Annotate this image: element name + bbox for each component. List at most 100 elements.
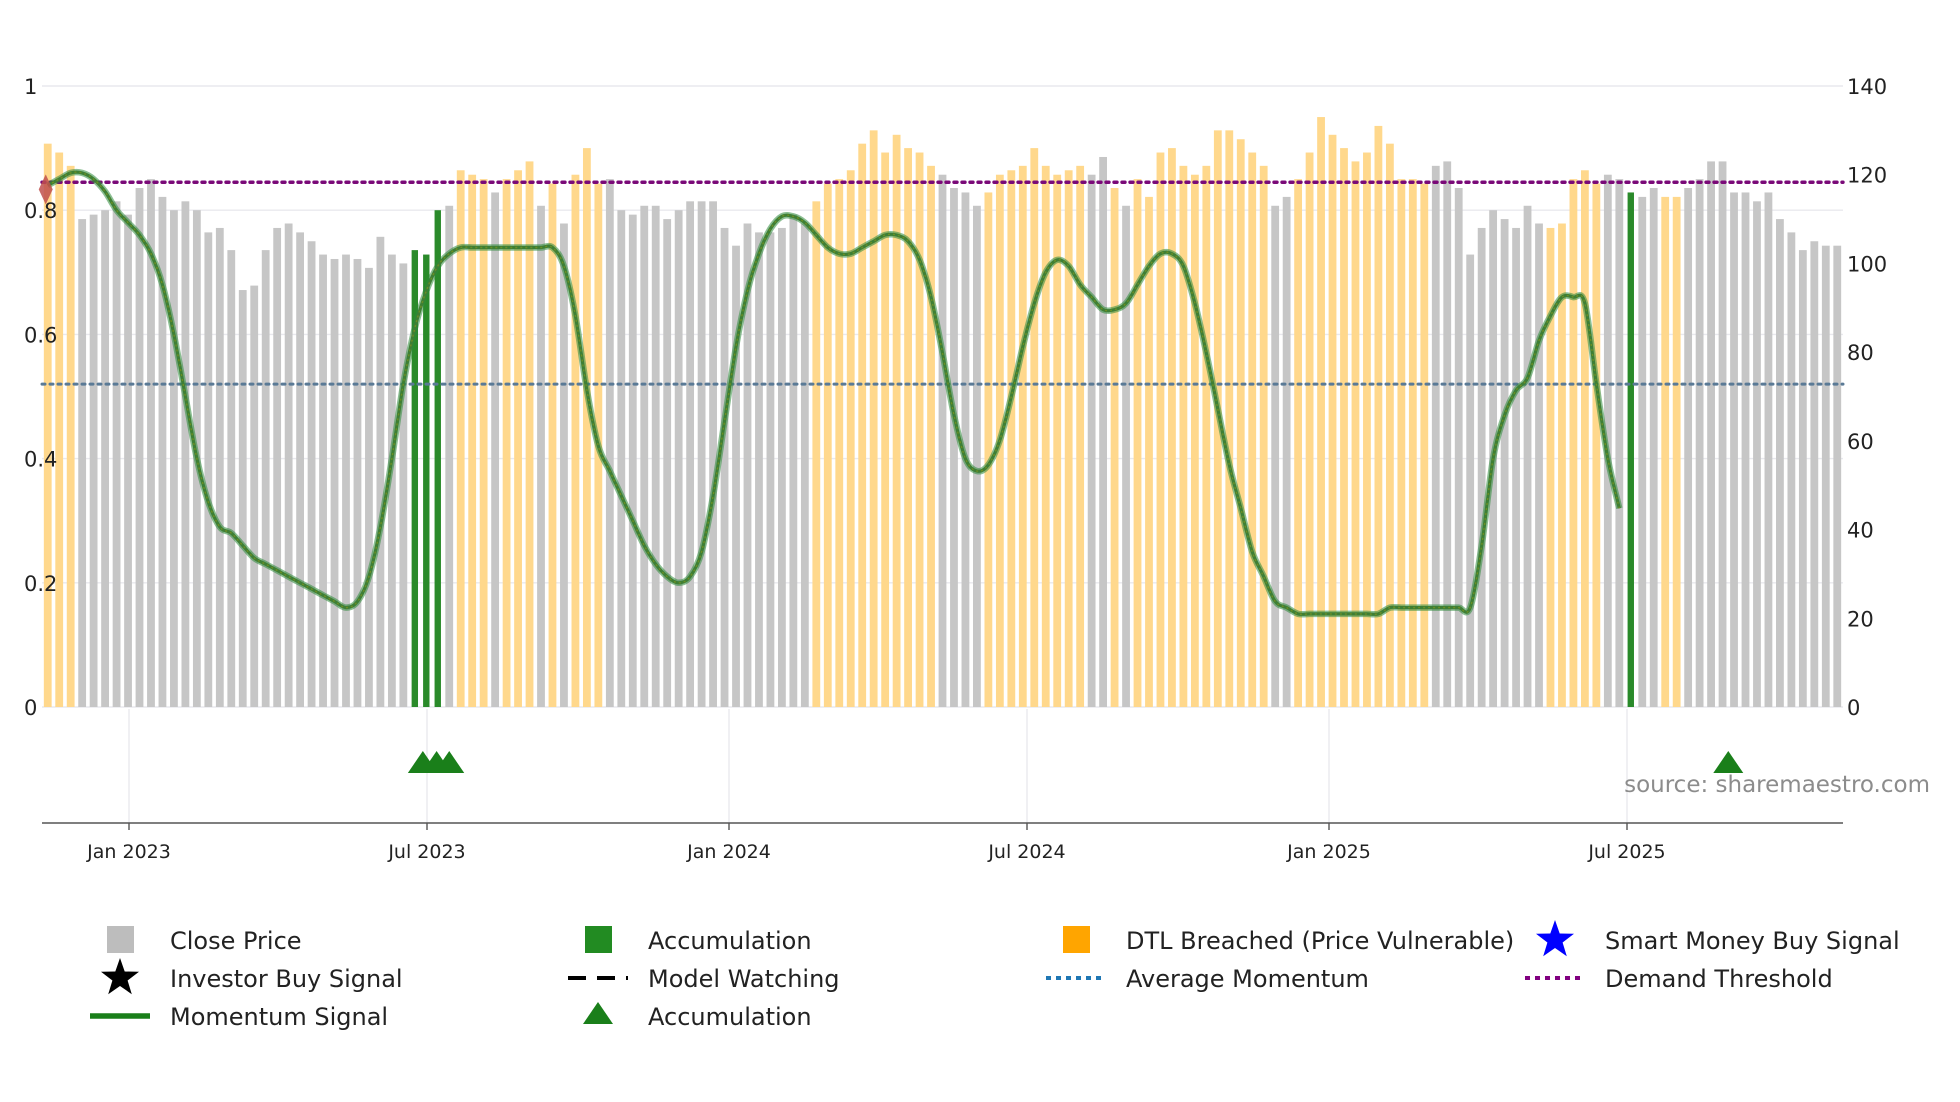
close-price-bar	[1787, 232, 1796, 707]
dtl-breached-bar	[927, 165, 935, 708]
left-tick-label: 0.6	[24, 323, 57, 347]
dtl-breached-bar	[479, 179, 488, 707]
close-price-bar	[755, 232, 763, 707]
legend-item: Investor Buy Signal	[101, 958, 403, 995]
dtl-breached-bar	[582, 148, 591, 708]
dtl-breached-bar	[1661, 196, 1670, 707]
close-price-bar	[1615, 179, 1624, 707]
dtl-breached-bar	[1305, 152, 1314, 708]
close-price-bar	[1477, 227, 1486, 707]
dtl-breached-bar	[1580, 170, 1589, 707]
legend-item: Average Momentum	[1046, 965, 1369, 993]
close-price-bar	[124, 214, 132, 707]
x-tick-label: Jul 2024	[987, 841, 1065, 863]
close-price-bar	[238, 290, 247, 707]
dtl-breached-bar	[1168, 148, 1176, 708]
right-tick-label: 40	[1847, 519, 1874, 543]
dtl-breached-bar	[1374, 125, 1383, 707]
legend-item: Momentum Signal	[90, 1003, 388, 1031]
close-price-bar	[1741, 192, 1750, 707]
smart-money-buy-signal-swatch	[1536, 920, 1574, 957]
legend-label: Investor Buy Signal	[170, 965, 403, 993]
accumulation-bar	[434, 210, 441, 707]
close-price-bar	[399, 263, 408, 707]
close-price-bar	[112, 201, 121, 708]
legend-item: Smart Money Buy Signal	[1536, 920, 1900, 957]
dtl-breached-bar	[1236, 139, 1245, 707]
close-price-bar	[938, 174, 947, 707]
dtl-breached-bar	[43, 143, 52, 707]
right-tick-label: 140	[1847, 75, 1887, 99]
dtl-breached-bar	[1064, 170, 1073, 707]
close-price-bar	[1122, 205, 1130, 707]
dtl-breached-bar	[881, 152, 890, 708]
left-tick-label: 1	[24, 75, 37, 99]
close-price-bar	[158, 196, 167, 707]
close-price-bar	[445, 205, 454, 707]
momentum-layer	[46, 168, 1623, 618]
dtl-breached-bar	[468, 174, 477, 707]
markers-layer	[38, 174, 1744, 773]
momentum-signal-halo	[46, 168, 1623, 618]
close-price-bar	[147, 179, 155, 707]
smart-money-marker	[38, 174, 53, 205]
close-price-bar	[1753, 201, 1761, 708]
dtl-breached-bar	[892, 134, 901, 708]
close-price-bar	[101, 210, 109, 707]
dtl-breached-bar	[812, 201, 821, 708]
dtl-breached-bar	[1294, 179, 1303, 707]
x-tick-label: Jul 2025	[1587, 841, 1665, 863]
close-price-bar	[1695, 179, 1704, 707]
left-tick-label: 0	[24, 696, 37, 720]
close-price-bar	[319, 254, 327, 708]
axes-layer: 0 0.2 0.4 0.6 0.8 1 0 20 40 60 80 100 120 140 Jan 2023…	[24, 75, 1887, 863]
momentum-signal-line	[46, 170, 1621, 616]
dtl-breached-bar	[1340, 148, 1348, 708]
legend-label: Close Price	[170, 927, 302, 955]
close-price-bar	[732, 245, 740, 707]
close-price-bar	[1087, 174, 1096, 707]
right-tick-label: 100	[1847, 252, 1887, 276]
dtl-breached-bar	[571, 174, 580, 707]
legend: Close Price Accumulation DTL Breached (Pri…	[90, 920, 1900, 1031]
accumulation-triangle	[1713, 751, 1744, 773]
close-price-bar	[640, 205, 649, 707]
dtl-breached-bar	[1546, 227, 1555, 707]
accumulation-triangle	[434, 751, 465, 773]
close-price-bar	[686, 201, 695, 708]
right-tick-label: 20	[1847, 607, 1874, 631]
close-price-bar	[617, 210, 626, 707]
dtl-breached-bar	[846, 170, 855, 707]
legend-label: Momentum Signal	[170, 1003, 388, 1031]
close-price-bar	[284, 223, 293, 707]
dtl-breached-bar	[1225, 130, 1234, 707]
close-price-bar	[778, 227, 786, 707]
dtl-breached-bar	[1007, 170, 1016, 707]
dtl-breached-price-vulnerable-swatch	[1063, 926, 1090, 953]
dtl-breached-bar	[1202, 165, 1211, 708]
dtl-breached-bar	[502, 179, 511, 707]
close-price-bar	[89, 214, 98, 707]
dtl-breached-bar	[514, 170, 522, 707]
dtl-breached-bar	[1248, 152, 1257, 708]
close-price-bar	[261, 250, 270, 707]
close-price-bar	[307, 241, 316, 707]
left-tick-label: 0.2	[24, 572, 57, 596]
close-price-bar	[296, 232, 305, 707]
close-price-bar	[1271, 205, 1280, 707]
legend-item: DTL Breached (Price Vulnerable)	[1063, 926, 1514, 955]
close-price-bar	[1454, 188, 1463, 707]
right-tick-label: 0	[1847, 696, 1860, 720]
close-price-bar	[1821, 245, 1830, 707]
close-price-bar	[720, 227, 729, 707]
momentum-signal-core	[47, 171, 1620, 616]
close-price-bar	[1764, 192, 1773, 707]
dtl-breached-bar	[525, 161, 534, 707]
dtl-breached-bar	[1363, 152, 1371, 708]
close-price-bar	[365, 267, 373, 707]
close-price-bar	[1638, 196, 1647, 707]
legend-item: Model Watching	[568, 965, 840, 993]
x-tick-label: Jan 2025	[1286, 841, 1371, 863]
dtl-breached-bar	[66, 165, 75, 708]
x-tick-label: Jan 2023	[86, 841, 171, 863]
